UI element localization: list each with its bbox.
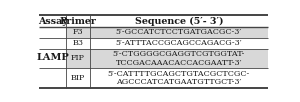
Text: F3: F3 xyxy=(72,28,83,37)
Text: Primer: Primer xyxy=(59,17,96,26)
Text: BIP: BIP xyxy=(70,74,85,82)
Bar xyxy=(66,27,90,38)
Text: Assay: Assay xyxy=(38,17,68,26)
Text: TCCGACAAACACCACGAATT-3′: TCCGACAAACACCACGAATT-3′ xyxy=(116,59,242,67)
Bar xyxy=(90,68,268,88)
Text: B3: B3 xyxy=(72,39,83,47)
Bar xyxy=(39,15,66,27)
Bar xyxy=(66,68,90,88)
Text: LAMP: LAMP xyxy=(36,53,69,62)
Bar xyxy=(66,38,90,49)
Bar xyxy=(90,49,268,68)
Bar xyxy=(39,27,66,38)
Text: 5′-ATTTACCGCAGCCAGACG-3′: 5′-ATTTACCGCAGCCAGACG-3′ xyxy=(116,39,242,47)
Bar xyxy=(39,38,66,49)
Bar xyxy=(66,49,90,68)
Bar xyxy=(90,38,268,49)
Text: 5′-CTGGGGCGAGGTCGTGGTAT-: 5′-CTGGGGCGAGGTCGTGGTAT- xyxy=(113,50,245,58)
Text: Sequence (5′- 3′): Sequence (5′- 3′) xyxy=(135,17,223,26)
Bar xyxy=(90,15,268,27)
Bar xyxy=(39,68,66,88)
Text: 5′-GCCATCTCCTGATGACGC-3′: 5′-GCCATCTCCTGATGACGC-3′ xyxy=(116,28,242,37)
Text: AGCCCATCATGAATGTTGCT-3′: AGCCCATCATGAATGTTGCT-3′ xyxy=(116,78,242,86)
Text: 5′-CATTTTGCAGCTGTACGCTCGC-: 5′-CATTTTGCAGCTGTACGCTCGC- xyxy=(108,70,250,78)
Text: FIP: FIP xyxy=(71,54,85,62)
Bar xyxy=(90,27,268,38)
Bar xyxy=(66,15,90,27)
Bar xyxy=(39,49,66,68)
